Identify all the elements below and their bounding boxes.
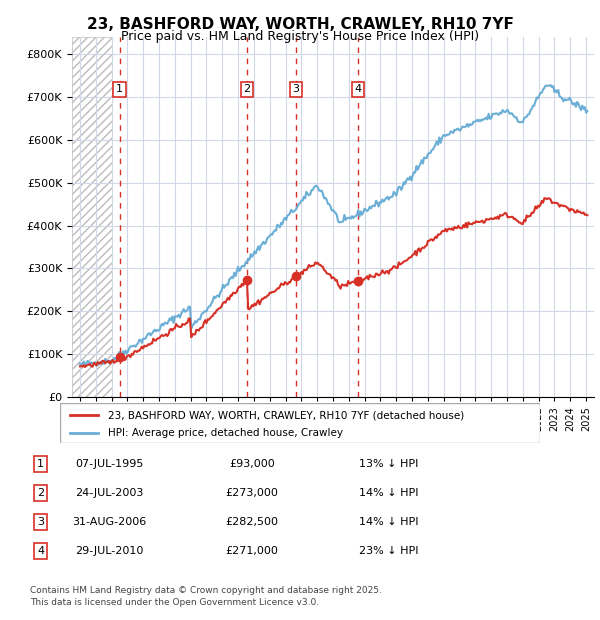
Text: 3: 3 bbox=[37, 517, 44, 527]
FancyBboxPatch shape bbox=[60, 403, 540, 443]
Text: 4: 4 bbox=[355, 84, 362, 94]
Text: 23% ↓ HPI: 23% ↓ HPI bbox=[359, 546, 419, 556]
Text: 2: 2 bbox=[37, 488, 44, 498]
Text: 1: 1 bbox=[116, 84, 123, 94]
Text: 13% ↓ HPI: 13% ↓ HPI bbox=[359, 459, 419, 469]
Text: 23, BASHFORD WAY, WORTH, CRAWLEY, RH10 7YF: 23, BASHFORD WAY, WORTH, CRAWLEY, RH10 7… bbox=[86, 17, 514, 32]
Text: £282,500: £282,500 bbox=[225, 517, 278, 527]
Text: 4: 4 bbox=[37, 546, 44, 556]
Text: Price paid vs. HM Land Registry's House Price Index (HPI): Price paid vs. HM Land Registry's House … bbox=[121, 30, 479, 43]
Text: 29-JUL-2010: 29-JUL-2010 bbox=[75, 546, 143, 556]
Text: £93,000: £93,000 bbox=[229, 459, 275, 469]
Text: This data is licensed under the Open Government Licence v3.0.: This data is licensed under the Open Gov… bbox=[30, 598, 319, 608]
Text: 3: 3 bbox=[293, 84, 299, 94]
Text: £271,000: £271,000 bbox=[226, 546, 278, 556]
Text: 23, BASHFORD WAY, WORTH, CRAWLEY, RH10 7YF (detached house): 23, BASHFORD WAY, WORTH, CRAWLEY, RH10 7… bbox=[108, 410, 464, 420]
Text: 14% ↓ HPI: 14% ↓ HPI bbox=[359, 488, 419, 498]
Text: £273,000: £273,000 bbox=[226, 488, 278, 498]
Text: 31-AUG-2006: 31-AUG-2006 bbox=[72, 517, 146, 527]
Bar bbox=[72, 37, 112, 397]
Text: 1: 1 bbox=[37, 459, 44, 469]
Text: 07-JUL-1995: 07-JUL-1995 bbox=[75, 459, 143, 469]
Text: HPI: Average price, detached house, Crawley: HPI: Average price, detached house, Craw… bbox=[108, 428, 343, 438]
Text: 2: 2 bbox=[244, 84, 251, 94]
Text: 24-JUL-2003: 24-JUL-2003 bbox=[75, 488, 143, 498]
Text: Contains HM Land Registry data © Crown copyright and database right 2025.: Contains HM Land Registry data © Crown c… bbox=[30, 586, 382, 595]
Text: 14% ↓ HPI: 14% ↓ HPI bbox=[359, 517, 419, 527]
